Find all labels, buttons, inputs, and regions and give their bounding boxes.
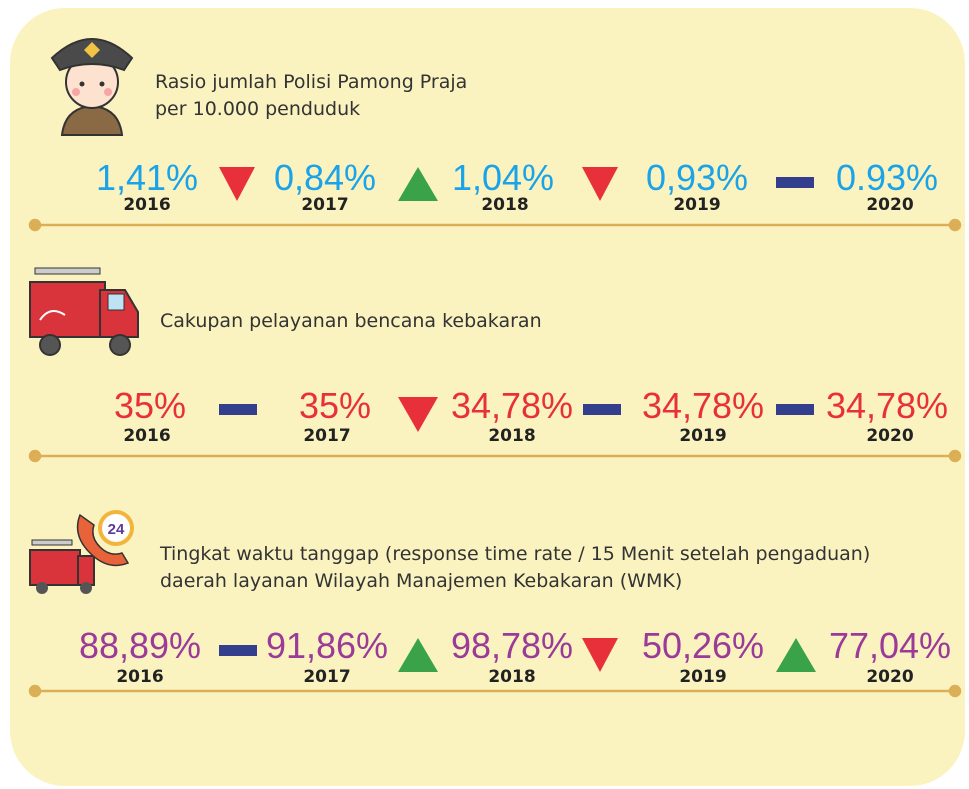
value: 1,04% — [452, 157, 554, 198]
down-arrow — [398, 397, 438, 432]
down-arrow — [582, 638, 618, 672]
fire-truck-icon — [29, 267, 139, 356]
section-title: Tingkat waktu tanggap (response time rat… — [159, 543, 870, 565]
value: 0.93% — [836, 157, 938, 198]
value: 77,04% — [829, 625, 951, 666]
value: 0,84% — [274, 157, 376, 198]
svg-text:24: 24 — [108, 521, 125, 538]
flat-bar — [219, 404, 257, 415]
dividers — [28, 218, 962, 698]
year: 2018 — [488, 426, 535, 446]
value: 88,89% — [79, 625, 201, 666]
value: 50,26% — [642, 625, 764, 666]
value: 35% — [114, 385, 186, 426]
section-title: daerah layanan Wilayah Manajemen Kebakar… — [160, 570, 682, 592]
response-icon: 24 — [29, 510, 134, 594]
down-arrow — [219, 167, 255, 201]
year: 2016 — [123, 195, 170, 215]
value: 35% — [299, 385, 371, 426]
section-title: per 10.000 penduduk — [155, 98, 360, 120]
value: 1,41% — [96, 157, 198, 198]
year: 2019 — [679, 426, 726, 446]
value: 34,78% — [826, 385, 948, 426]
value: 0,93% — [646, 157, 748, 198]
down-arrow — [582, 167, 618, 201]
flat-bar — [776, 177, 814, 188]
value: 34,78% — [642, 385, 764, 426]
panel — [10, 8, 965, 786]
year: 2018 — [481, 195, 528, 215]
year: 2017 — [301, 195, 348, 215]
section-title: Cakupan pelayanan bencana kebakaran — [160, 310, 542, 332]
flat-bar — [776, 404, 814, 415]
value: 34,78% — [451, 385, 573, 426]
year: 2020 — [866, 426, 913, 446]
year: 2017 — [303, 426, 350, 446]
up-arrow — [776, 638, 816, 672]
year: 2016 — [116, 667, 163, 687]
year: 2019 — [679, 667, 726, 687]
section-title: Rasio jumlah Polisi Pamong Praja — [155, 71, 467, 93]
year: 2020 — [866, 195, 913, 215]
year: 2020 — [866, 667, 913, 687]
flat-bar — [219, 645, 257, 656]
trend-indicators — [219, 167, 816, 672]
year: 2019 — [673, 195, 720, 215]
police-icon — [50, 38, 134, 136]
value: 91,86% — [266, 625, 388, 666]
year: 2016 — [123, 426, 170, 446]
value: 98,78% — [451, 625, 573, 666]
flat-bar — [583, 404, 621, 415]
year: 2017 — [303, 667, 350, 687]
year: 2018 — [488, 667, 535, 687]
up-arrow — [398, 167, 438, 201]
content: Rasio jumlah Polisi Pamong Praja per 10.0… — [79, 71, 951, 687]
up-arrow — [398, 638, 438, 672]
